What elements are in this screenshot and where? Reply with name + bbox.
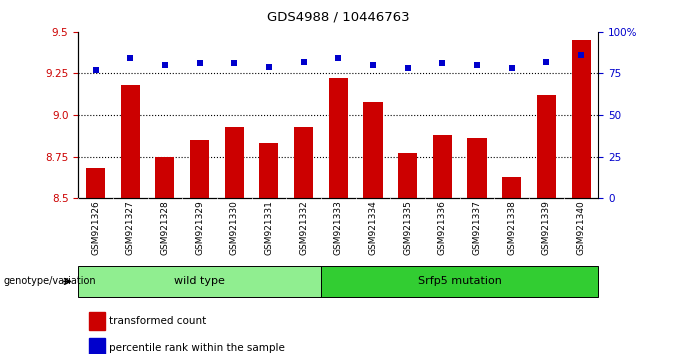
Bar: [432, 135, 452, 198]
Bar: [363, 102, 383, 198]
Text: GSM921339: GSM921339: [542, 200, 551, 255]
Bar: [259, 143, 279, 198]
Point: [263, 64, 274, 70]
Text: GSM921329: GSM921329: [195, 200, 204, 255]
Point: [437, 61, 447, 66]
Point: [228, 61, 239, 66]
Point: [194, 61, 205, 66]
Text: genotype/variation: genotype/variation: [3, 276, 96, 286]
Point: [402, 65, 413, 71]
Bar: [88, 312, 105, 330]
Text: GSM921330: GSM921330: [230, 200, 239, 255]
Point: [575, 52, 586, 58]
Bar: [224, 127, 244, 198]
Point: [298, 59, 309, 65]
Text: Srfp5 mutation: Srfp5 mutation: [418, 276, 502, 286]
Text: wild type: wild type: [174, 276, 225, 286]
Text: GSM921326: GSM921326: [91, 200, 100, 255]
Text: GSM921334: GSM921334: [369, 200, 377, 255]
Text: GSM921332: GSM921332: [299, 200, 308, 255]
Text: GSM921333: GSM921333: [334, 200, 343, 255]
Bar: [78, 266, 321, 297]
Text: GSM921336: GSM921336: [438, 200, 447, 255]
Point: [367, 62, 378, 68]
Text: percentile rank within the sample: percentile rank within the sample: [109, 343, 286, 353]
Bar: [537, 95, 556, 198]
Point: [333, 56, 343, 61]
Bar: [321, 266, 598, 297]
Point: [124, 56, 135, 61]
Text: GSM921340: GSM921340: [577, 200, 585, 255]
Bar: [502, 177, 522, 198]
Bar: [398, 153, 418, 198]
Text: GSM921327: GSM921327: [126, 200, 135, 255]
Bar: [467, 138, 487, 198]
Point: [471, 62, 482, 68]
Text: GDS4988 / 10446763: GDS4988 / 10446763: [267, 11, 409, 24]
Bar: [120, 85, 140, 198]
Bar: [190, 140, 209, 198]
Bar: [328, 79, 348, 198]
Bar: [88, 338, 105, 354]
Text: GSM921338: GSM921338: [507, 200, 516, 255]
Point: [506, 65, 517, 71]
Text: transformed count: transformed count: [109, 316, 207, 326]
Text: GSM921337: GSM921337: [473, 200, 481, 255]
Text: GSM921335: GSM921335: [403, 200, 412, 255]
Bar: [155, 156, 175, 198]
Point: [159, 62, 170, 68]
Bar: [86, 168, 105, 198]
Bar: [571, 40, 591, 198]
Text: GSM921331: GSM921331: [265, 200, 273, 255]
Text: GSM921328: GSM921328: [160, 200, 169, 255]
Bar: [294, 127, 313, 198]
Point: [90, 67, 101, 73]
Point: [541, 59, 551, 65]
